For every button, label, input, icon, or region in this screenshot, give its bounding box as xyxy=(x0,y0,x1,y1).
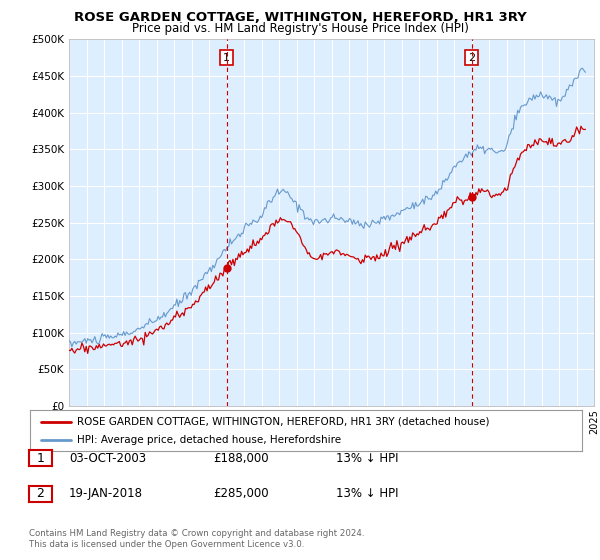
Text: ROSE GARDEN COTTAGE, WITHINGTON, HEREFORD, HR1 3RY: ROSE GARDEN COTTAGE, WITHINGTON, HEREFOR… xyxy=(74,11,526,24)
Text: ROSE GARDEN COTTAGE, WITHINGTON, HEREFORD, HR1 3RY (detached house): ROSE GARDEN COTTAGE, WITHINGTON, HEREFOR… xyxy=(77,417,490,427)
Text: 1: 1 xyxy=(36,451,44,465)
Text: 03-OCT-2003: 03-OCT-2003 xyxy=(69,451,146,465)
Text: Price paid vs. HM Land Registry's House Price Index (HPI): Price paid vs. HM Land Registry's House … xyxy=(131,22,469,35)
Text: 2: 2 xyxy=(36,487,44,501)
Text: £285,000: £285,000 xyxy=(213,487,269,501)
Text: 13% ↓ HPI: 13% ↓ HPI xyxy=(336,487,398,501)
Text: HPI: Average price, detached house, Herefordshire: HPI: Average price, detached house, Here… xyxy=(77,435,341,445)
Text: 19-JAN-2018: 19-JAN-2018 xyxy=(69,487,143,501)
Text: 2: 2 xyxy=(468,53,475,63)
Text: Contains HM Land Registry data © Crown copyright and database right 2024.
This d: Contains HM Land Registry data © Crown c… xyxy=(29,529,364,549)
Text: 13% ↓ HPI: 13% ↓ HPI xyxy=(336,451,398,465)
Text: £188,000: £188,000 xyxy=(213,451,269,465)
Text: 1: 1 xyxy=(223,53,230,63)
